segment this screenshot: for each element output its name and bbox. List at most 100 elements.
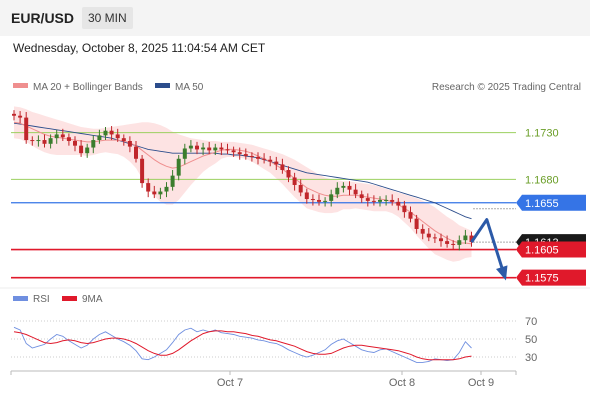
candle-body (79, 145, 84, 154)
candle-body (262, 158, 267, 160)
candle-body (347, 185, 352, 190)
rsi-tick-30: 30 (525, 352, 537, 364)
candle-body (317, 199, 321, 202)
ma20-line (13, 121, 472, 245)
candle-body (109, 130, 114, 135)
candle-body (176, 158, 181, 176)
timestamp: Wednesday, October 8, 2025 11:04:54 AM C… (13, 41, 266, 55)
candle-body (164, 186, 169, 192)
symbol-label: EUR/USD (11, 10, 75, 26)
chart-header: EUR/USD 30 MIN (0, 0, 590, 36)
rsi-plot: 30 50 70 (11, 316, 537, 364)
time-axis-labels: Oct 7 Oct 8 Oct 9 (10, 371, 517, 389)
candle-body (225, 149, 230, 151)
rsi-tick-70: 70 (525, 316, 537, 328)
candle-body (353, 189, 358, 195)
rsi-line (13, 326, 472, 363)
projection-arrow (470, 218, 507, 279)
candle-body (304, 192, 309, 200)
candle-body (249, 155, 254, 157)
candle-body (323, 200, 328, 202)
candle-body (256, 156, 260, 159)
candle-body (432, 237, 437, 239)
rsi-ma-legend-swatch (62, 296, 77, 301)
candle-body (152, 191, 157, 195)
candle-body (207, 147, 212, 151)
candle-body (170, 175, 175, 187)
level-label-1.1680: 1.1680 (525, 174, 559, 186)
candle-body (243, 154, 248, 156)
candle-body (134, 146, 138, 159)
rsi-tick-50: 50 (525, 334, 537, 346)
rsi-legend-label: RSI (33, 294, 50, 305)
candle-body (335, 187, 340, 195)
candle-body (365, 198, 370, 201)
rsi-legend-swatch (13, 296, 28, 301)
candle-body (182, 148, 187, 159)
candle-body (396, 201, 401, 206)
candle-body (469, 235, 474, 243)
ma20-legend-swatch (13, 83, 28, 88)
candle-body (18, 115, 23, 118)
candle-body (30, 140, 35, 142)
candle-body (414, 218, 419, 229)
ma50-line (13, 122, 472, 220)
candle-body (371, 200, 376, 202)
level-tag-overlay-1.1605 (516, 241, 586, 258)
candle-body (231, 150, 236, 153)
candle-body (121, 138, 126, 141)
candle-body (188, 145, 193, 149)
candle-body (66, 137, 71, 141)
candle-body (286, 170, 291, 178)
candle-body (73, 140, 77, 146)
candle-body (384, 199, 389, 201)
ma50-legend-label: MA 50 (175, 82, 204, 93)
candle-body (359, 194, 364, 199)
candle-body (329, 194, 334, 201)
candle-body (408, 212, 413, 219)
time-tick-label: Oct 8 (389, 377, 415, 389)
candle-body (298, 184, 303, 193)
candle-body (127, 140, 132, 147)
rsi-ma-line (13, 330, 472, 361)
candle-body (146, 183, 151, 192)
candle-body (140, 158, 145, 184)
candle-body (219, 147, 224, 150)
candle-body (402, 205, 407, 213)
candle-body (201, 147, 206, 150)
candle-body (54, 134, 59, 139)
candle-body (115, 134, 120, 139)
candle-body (268, 159, 273, 162)
level-label-1.1730: 1.1730 (525, 128, 559, 140)
candle-body (12, 113, 16, 116)
candle-body (292, 177, 297, 185)
candle-body (97, 135, 102, 141)
time-tick-label: Oct 9 (468, 377, 494, 389)
credit-text: Research © 2025 Trading Central (432, 82, 581, 93)
timeframe-button[interactable]: 30 MIN (82, 7, 133, 29)
candle-body (445, 241, 450, 244)
candle-body (36, 140, 41, 142)
candle-body (42, 140, 47, 144)
rsi-ma-legend-label: 9MA (82, 294, 103, 305)
level-tag-label-1.1655: 1.1655 (525, 198, 559, 210)
candle-body (439, 238, 443, 242)
candle-body (158, 191, 163, 195)
candle-body (24, 117, 29, 141)
candle-body (60, 134, 65, 138)
candle-body (213, 147, 218, 151)
candle-body (48, 138, 53, 144)
candle-body (451, 243, 456, 245)
candle-body (310, 199, 315, 201)
projection-arrow-head (496, 265, 508, 281)
candle-body (103, 130, 108, 136)
ma50-legend-swatch (155, 83, 170, 88)
level-tag-overlay-label-1.1605: 1.1605 (525, 245, 559, 257)
candle-body (274, 161, 279, 165)
candle-body (420, 228, 425, 234)
bollinger-band (14, 106, 472, 262)
candle-body (195, 145, 199, 150)
candle-body (463, 235, 468, 241)
